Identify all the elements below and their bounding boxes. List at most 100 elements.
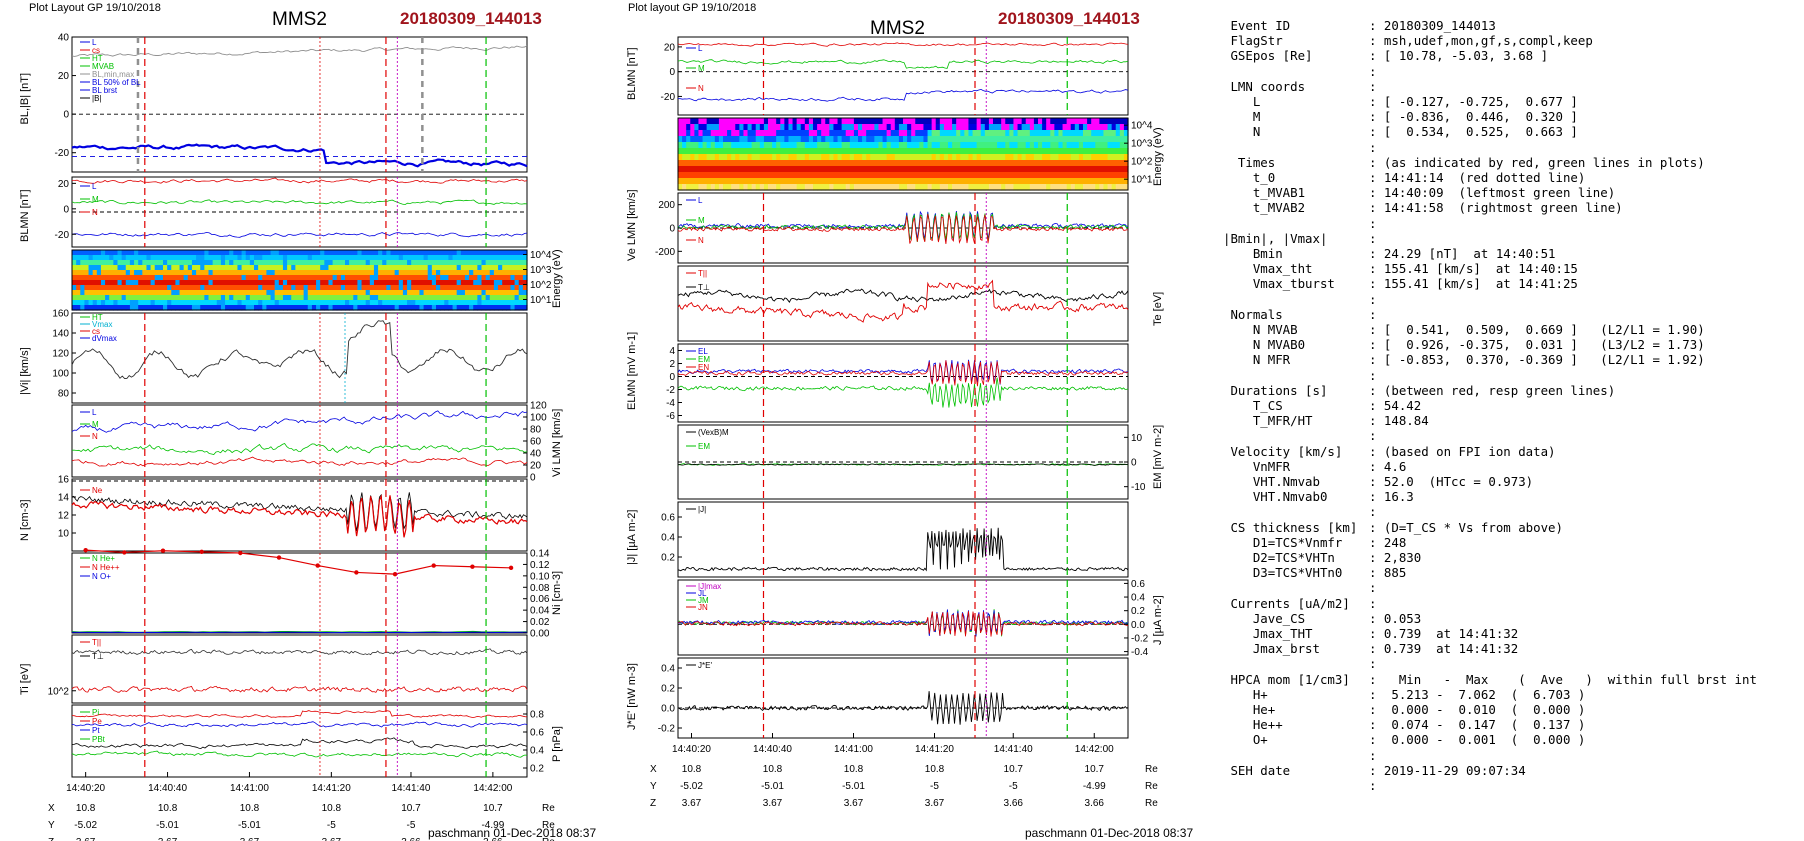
- spectrogram-cell: [452, 300, 458, 306]
- spectrogram-cell: [129, 255, 135, 261]
- spectrogram-cell: [398, 285, 404, 291]
- spectrogram-cell: [295, 270, 301, 276]
- spectrogram-cell: [311, 250, 317, 256]
- spectrogram-cell: [804, 166, 810, 173]
- spectrogram-cell: [1074, 172, 1080, 179]
- spectrogram-cell: [772, 160, 777, 167]
- spectrogram-cell: [225, 295, 230, 301]
- spectrogram-cell: [233, 300, 239, 306]
- spectrogram-cell: [804, 160, 810, 167]
- spectrogram-cell: [1087, 142, 1092, 149]
- spectrogram-cell: [862, 172, 867, 179]
- info-value: : (based on FPI ion data): [1369, 443, 1556, 459]
- spectrogram-cell: [105, 270, 110, 276]
- spectrogram-cell: [948, 172, 953, 179]
- spectrogram-cell: [837, 160, 843, 167]
- spectrogram-cell: [853, 160, 859, 167]
- position-value: -5.02: [680, 781, 703, 792]
- spectrogram-cell: [821, 130, 826, 137]
- spectrogram-cell: [1066, 118, 1072, 125]
- spectrogram-cell: [1107, 124, 1113, 131]
- spectrogram-cell: [686, 166, 691, 173]
- spectrogram-cell: [485, 260, 491, 266]
- legend-entry: L: [698, 196, 703, 205]
- spectrogram-cell: [1017, 184, 1023, 191]
- spectrogram-cell: [878, 130, 884, 137]
- spectrogram-cell: [423, 270, 429, 276]
- spectrogram-cell: [444, 260, 450, 266]
- spectrogram-cell: [755, 136, 761, 143]
- spectrogram-cell: [943, 160, 949, 167]
- spectrogram-cell: [808, 160, 814, 167]
- spectrogram-cell: [886, 154, 892, 161]
- spectrogram-cell: [291, 290, 296, 296]
- spectrogram-cell: [825, 166, 830, 173]
- spectrogram-cell: [1029, 118, 1035, 125]
- spectrogram-cell: [440, 305, 445, 311]
- spectrogram-cell: [200, 260, 205, 266]
- spectrogram-cell: [245, 305, 251, 311]
- spectrogram-cell: [411, 280, 416, 286]
- spectrogram-cell: [1083, 160, 1088, 167]
- series-line: [71, 45, 528, 57]
- spectrogram-cell: [1005, 148, 1010, 155]
- info-key: Jmax_THT: [1223, 626, 1313, 641]
- spectrogram-cell: [735, 124, 740, 131]
- info-value: : (as indicated by red, green lines in p…: [1369, 154, 1705, 170]
- spectrogram-cell: [324, 275, 330, 281]
- spectrogram-cell: [886, 130, 892, 137]
- spectrogram-cell: [129, 265, 135, 271]
- spectrogram-cell: [361, 300, 367, 306]
- spectrogram-cell: [522, 270, 528, 276]
- position-value: 10.7: [483, 803, 503, 814]
- spectrogram-cell: [911, 184, 916, 191]
- spectrogram-cell: [274, 300, 280, 306]
- spectrogram-cell: [365, 260, 371, 266]
- legend-entry: T||: [92, 638, 101, 647]
- spectrogram-cell: [514, 300, 520, 306]
- info-value: :: [1369, 306, 1377, 322]
- spectrogram-cell: [1001, 166, 1006, 173]
- spectrogram-cell: [373, 250, 379, 256]
- spectrogram-cell: [357, 265, 363, 271]
- spectrogram-cell: [1070, 130, 1076, 137]
- spectrogram-cell: [498, 275, 503, 281]
- spectrogram-cell: [175, 285, 181, 291]
- spectrogram-cell: [739, 136, 745, 143]
- spectrogram-cell: [919, 124, 925, 131]
- spectrogram-cell: [518, 300, 524, 306]
- spectrogram-cell: [514, 290, 520, 296]
- spectrogram-cell: [187, 255, 193, 261]
- series-line: [677, 609, 1129, 637]
- spectrogram-cell: [88, 280, 94, 286]
- spectrogram-cell: [980, 130, 986, 137]
- spectrogram-cell: [980, 166, 986, 173]
- spectrogram-cell: [698, 178, 704, 185]
- tick-label: 0: [669, 67, 675, 78]
- spectrogram-cell: [1087, 172, 1092, 179]
- spectrogram-cell: [1111, 160, 1117, 167]
- panel-frame: [71, 249, 528, 311]
- spectrogram-cell: [423, 265, 429, 271]
- spectrogram-cell: [759, 172, 765, 179]
- spectrogram-cell: [1017, 130, 1023, 137]
- spectrogram-cell: [154, 285, 160, 291]
- spectrogram-cell: [415, 290, 421, 296]
- legend-entry: BL,min,max: [92, 70, 134, 79]
- spectrogram-cell: [191, 265, 197, 271]
- spectrogram-cell: [988, 136, 994, 143]
- spectrogram-cell: [731, 178, 736, 185]
- spectrogram-cell: [498, 295, 503, 301]
- spectrogram-cell: [1091, 154, 1096, 161]
- spectrogram-cell: [340, 255, 346, 261]
- spectrogram-cell: [759, 160, 765, 167]
- spectrogram-cell: [678, 154, 683, 161]
- spectrogram-cell: [220, 265, 226, 271]
- y-axis-label: J*E' [nW m-3]: [626, 663, 638, 730]
- spectrogram-cell: [518, 260, 524, 266]
- spectrogram-cell: [506, 265, 512, 271]
- spectrogram-cell: [336, 280, 342, 286]
- panel-frame: [677, 579, 1129, 656]
- spectrogram-cell: [117, 280, 123, 286]
- spectrogram-cell: [506, 300, 512, 306]
